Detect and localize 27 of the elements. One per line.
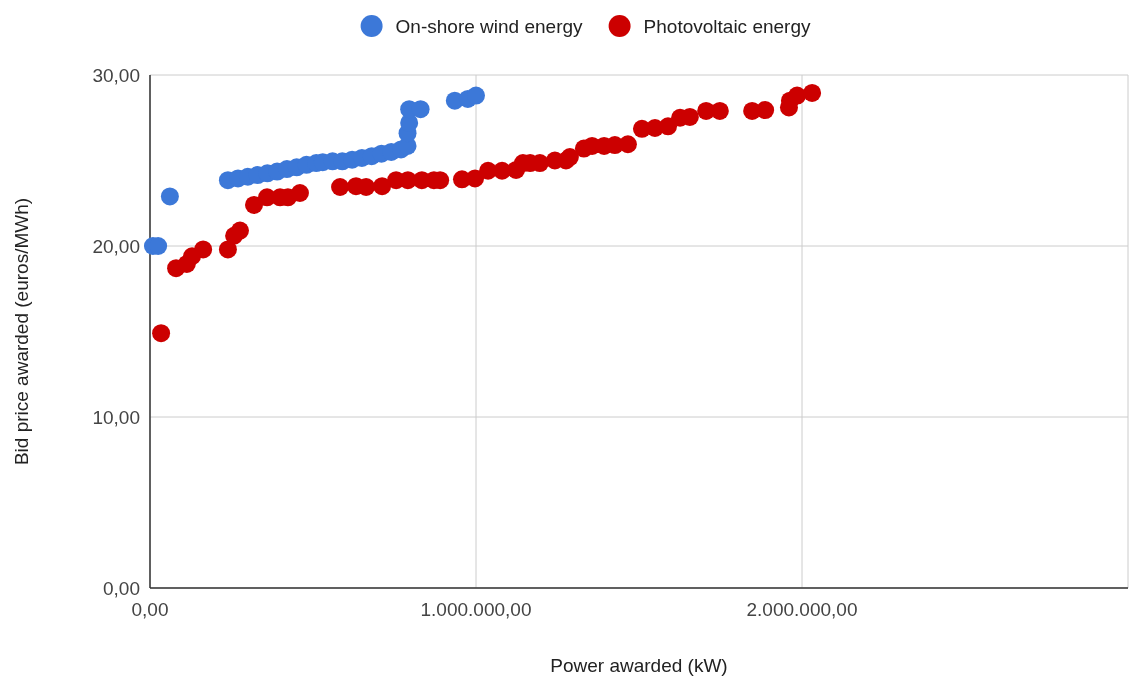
x-tick-label: 0,00 — [131, 599, 169, 620]
x-tick-label: 1.000.000,00 — [420, 599, 532, 620]
point — [230, 221, 249, 240]
point — [467, 86, 485, 105]
y-tick-label: 10,00 — [92, 406, 140, 428]
x-tick-label: 2.000.000,00 — [746, 599, 858, 620]
point — [244, 195, 263, 214]
point — [290, 183, 309, 202]
y-tick-label: 0,00 — [103, 577, 140, 599]
point — [160, 187, 179, 206]
x-axis-title: Power awarded (kW) — [550, 655, 728, 676]
point — [560, 148, 579, 167]
point — [194, 240, 213, 259]
point — [152, 324, 171, 343]
point — [788, 86, 807, 105]
point — [218, 240, 237, 259]
point — [803, 83, 822, 102]
legend-label: Photovoltaic energy — [643, 15, 811, 37]
point — [659, 117, 678, 136]
point — [756, 101, 775, 120]
point — [466, 169, 485, 188]
point — [373, 177, 392, 196]
point — [331, 178, 350, 197]
y-tick-label: 20,00 — [92, 235, 140, 257]
legend-label: On-shore wind energy — [395, 15, 584, 37]
y-axis-title: Bid price awarded (euros/MWh) — [11, 197, 32, 466]
y-tick-label: 30,00 — [92, 64, 140, 86]
